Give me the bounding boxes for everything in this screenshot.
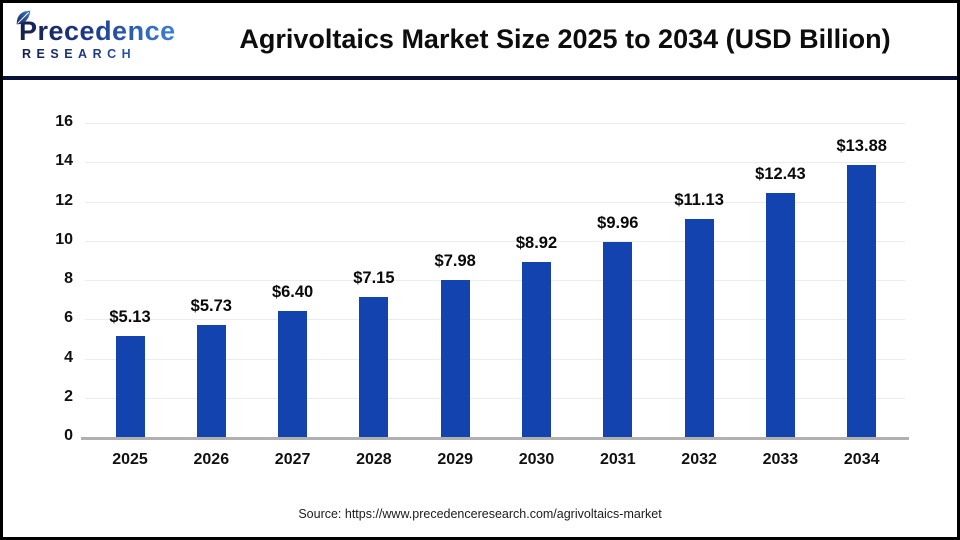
x-axis-label: 2027 [274,451,311,468]
x-axis-label: 2025 [112,451,148,468]
bar-value-label: $7.15 [353,268,395,287]
gridline [85,162,905,164]
bar-value-label: $5.73 [190,296,232,315]
brand-name: Precedence [19,16,176,47]
bar-2033 [765,193,795,437]
bar-value-label: $9.96 [597,213,639,232]
page-title: Agrivoltaics Market Size 2025 to 2034 (U… [239,24,891,54]
bar-value-label: $6.40 [271,283,314,302]
bar-value-label: $8.92 [515,233,558,252]
bar-value-label: $7.98 [434,252,476,271]
gridline [85,240,905,242]
bar-2034 [847,164,877,437]
x-axis-label: 2028 [356,451,392,468]
y-axis-label: 12 [55,191,73,209]
x-axis-label: 2029 [437,451,473,468]
y-axis-label: 8 [64,270,73,287]
bar-2027 [278,311,308,437]
bar-2025 [115,336,145,437]
y-axis-label: 14 [55,152,73,170]
bar-value-label: $12.43 [755,165,806,184]
x-axis-label: 2034 [843,451,880,468]
bar-2028 [359,296,389,437]
header: Precedence RESEARCH Agrivoltaics Market … [3,3,957,80]
gridline [85,319,905,321]
x-axis-label: 2031 [600,451,636,468]
bar-2032 [684,218,714,437]
x-axis-label: 2032 [681,451,717,468]
x-axis-label: 2033 [762,451,799,468]
gridline [85,280,905,281]
y-axis-label: 2 [64,387,73,405]
y-axis-label: 0 [64,427,73,444]
x-axis-line [81,437,909,440]
bar-2029 [440,280,470,437]
y-axis-label: 4 [64,348,73,366]
y-axis-label: 6 [64,309,73,327]
bar-2030 [522,261,551,437]
brand-tagline: RESEARCH [19,48,187,61]
y-axis-label: 10 [55,230,73,248]
gridline [85,201,905,203]
brand-logo: Precedence RESEARCH [16,10,187,61]
x-axis-label: 2030 [518,451,555,468]
x-axis-label: 2026 [193,451,230,468]
y-axis-label: 16 [55,113,73,130]
bar-value-label: $11.13 [674,190,724,209]
source-text: Source: https://www.precedenceresearch.c… [298,506,662,521]
bar-value-label: $5.13 [109,308,151,327]
bar-value-label: $13.88 [836,136,887,155]
leaf-icon [16,10,31,25]
gridline [85,123,905,124]
bar-2026 [196,324,226,437]
gridline [85,397,905,399]
bar-chart: 0 2 4 6 8 10 12 14 16 $5.13 2025 $5.73 2026 $6.40 2027… [3,80,957,484]
bar-2031 [603,241,633,437]
footer: Source: https://www.precedenceresearch.c… [3,484,957,533]
gridline [85,358,905,360]
